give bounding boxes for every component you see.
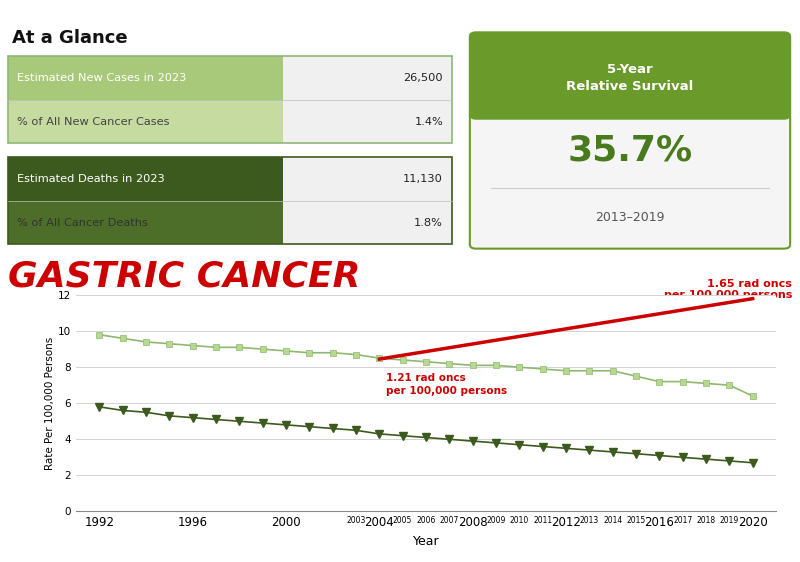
Y-axis label: Rate Per 100,000 Persons: Rate Per 100,000 Persons <box>45 337 55 470</box>
FancyBboxPatch shape <box>470 33 790 120</box>
Bar <box>8 157 283 201</box>
Text: 35.7%: 35.7% <box>567 134 693 168</box>
Text: % of All Cancer Deaths: % of All Cancer Deaths <box>17 217 148 228</box>
Text: 5-Year
Relative Survival: 5-Year Relative Survival <box>566 63 694 93</box>
Text: % of All New Cancer Cases: % of All New Cancer Cases <box>17 116 170 126</box>
Text: 2013–2019: 2013–2019 <box>595 211 665 224</box>
Text: At a Glance: At a Glance <box>12 29 128 47</box>
Text: 1.4%: 1.4% <box>414 116 443 126</box>
Text: GASTRIC CANCER: GASTRIC CANCER <box>8 260 361 293</box>
Bar <box>283 100 452 143</box>
Bar <box>476 95 784 116</box>
X-axis label: Year: Year <box>413 535 439 548</box>
Text: 1.65 rad oncs
per 100,000 persons: 1.65 rad oncs per 100,000 persons <box>664 279 792 300</box>
Text: 1.8%: 1.8% <box>414 217 443 228</box>
FancyBboxPatch shape <box>470 33 790 248</box>
Text: Estimated Deaths in 2023: Estimated Deaths in 2023 <box>17 174 165 184</box>
Bar <box>8 100 283 143</box>
Bar <box>283 56 452 100</box>
Text: 1.21 rad oncs
per 100,000 persons: 1.21 rad oncs per 100,000 persons <box>386 374 507 396</box>
Bar <box>8 56 283 100</box>
Bar <box>283 157 452 201</box>
Text: 26,500: 26,500 <box>403 73 443 83</box>
Bar <box>8 201 283 244</box>
Bar <box>283 201 452 244</box>
Text: 11,130: 11,130 <box>403 174 443 184</box>
Text: Estimated New Cases in 2023: Estimated New Cases in 2023 <box>17 73 186 83</box>
